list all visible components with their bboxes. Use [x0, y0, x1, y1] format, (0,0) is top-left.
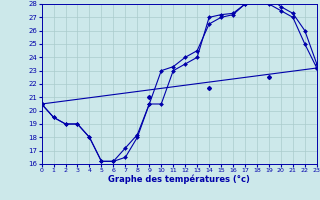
X-axis label: Graphe des températures (°c): Graphe des températures (°c) — [108, 175, 250, 184]
